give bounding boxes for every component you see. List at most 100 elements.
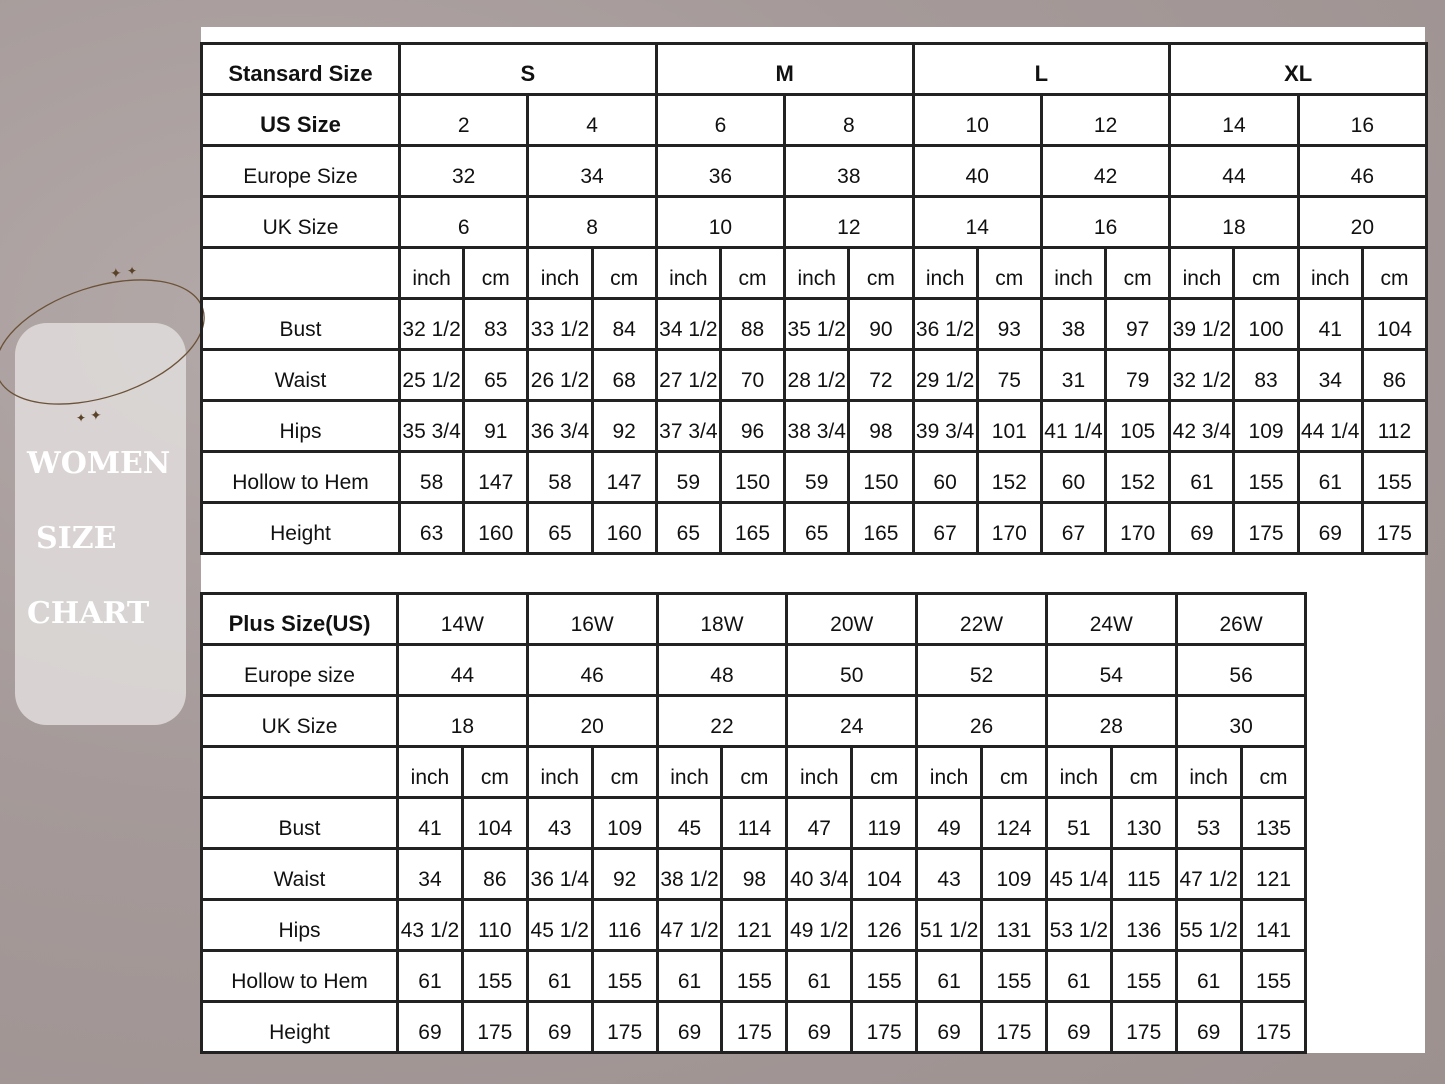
value-inch: 61 xyxy=(1168,450,1236,504)
value-cm: 147 xyxy=(462,450,530,504)
value-cm: 141 xyxy=(1239,898,1308,952)
measurement-label: Waist xyxy=(200,847,399,901)
side-panel xyxy=(15,323,186,725)
unit-cm: cm xyxy=(980,745,1048,799)
side-title-women: WOMEN xyxy=(27,446,171,481)
value-cm: 96 xyxy=(718,399,787,453)
measurement-row-hips: Hips 35 3/4 91 36 3/4 92 37 3/4 96 38 3/4 98 39 3… xyxy=(200,399,1429,453)
value-cm: 155 xyxy=(1232,450,1300,504)
measurement-row-height: Height 69 175 69 175 69 175 69 175 69 175 69 175 69 17… xyxy=(200,1000,1308,1054)
unit-cm: cm xyxy=(590,246,658,300)
unit-inch: inch xyxy=(654,246,722,300)
value-cm: 93 xyxy=(975,297,1043,351)
us-size-cell: 6 xyxy=(654,93,787,147)
value-inch: 53 1/2 xyxy=(1044,898,1113,952)
value-cm: 155 xyxy=(980,949,1048,1003)
value-cm: 104 xyxy=(1360,297,1429,351)
side-title-size: SIZE xyxy=(36,521,117,556)
value-inch: 69 xyxy=(1174,1000,1243,1054)
standard-size-table: Stansard Size S M L XL US Size 2 4 6 8 10 12 14 16 Eur… xyxy=(200,42,1429,555)
unit-cm: cm xyxy=(847,246,915,300)
value-inch: 35 1/2 xyxy=(783,297,851,351)
us-size-cell: 14W xyxy=(396,592,529,646)
value-inch: 34 xyxy=(396,847,464,901)
size-letter-L: L xyxy=(911,42,1172,96)
value-inch: 39 1/2 xyxy=(1168,297,1236,351)
value-inch: 47 xyxy=(785,796,854,850)
value-inch: 59 xyxy=(783,450,851,504)
value-cm: 109 xyxy=(980,847,1048,901)
europe-size-cell: 50 xyxy=(785,643,919,697)
unit-cm: cm xyxy=(1109,745,1178,799)
value-cm: 84 xyxy=(590,297,658,351)
value-inch: 61 xyxy=(1044,949,1113,1003)
measurement-row-hips: Hips 43 1/2 110 45 1/2 116 47 1/2 121 49 1/2 126… xyxy=(200,898,1308,952)
value-inch: 51 1/2 xyxy=(915,898,984,952)
europe-size-cell: 46 xyxy=(525,643,659,697)
value-cm: 115 xyxy=(1109,847,1178,901)
size-letter-M: M xyxy=(654,42,915,96)
side-title-chart: CHART xyxy=(27,596,150,631)
value-cm: 92 xyxy=(590,847,659,901)
unit-inch: inch xyxy=(397,246,466,300)
measurement-row-hollow-to-hem: Hollow to Hem 61 155 61 155 61 155 61 155 61 155 61… xyxy=(200,949,1308,1003)
value-cm: 155 xyxy=(1109,949,1178,1003)
value-inch: 65 xyxy=(526,501,594,555)
uk-size-cell: 28 xyxy=(1044,694,1178,748)
value-cm: 121 xyxy=(1239,847,1308,901)
us-size-cell: 16 xyxy=(1296,93,1429,147)
value-inch: 47 1/2 xyxy=(1174,847,1243,901)
value-inch: 35 3/4 xyxy=(397,399,466,453)
value-inch: 61 xyxy=(1174,949,1243,1003)
value-cm: 109 xyxy=(590,796,659,850)
value-cm: 83 xyxy=(1232,348,1300,402)
value-cm: 72 xyxy=(847,348,915,402)
value-inch: 61 xyxy=(655,949,724,1003)
value-cm: 86 xyxy=(460,847,529,901)
value-cm: 97 xyxy=(1104,297,1172,351)
us-size-cell: 22W xyxy=(915,592,1048,646)
value-cm: 155 xyxy=(590,949,659,1003)
value-cm: 83 xyxy=(462,297,530,351)
uk-size-cell: 30 xyxy=(1174,694,1308,748)
blank-cell xyxy=(200,246,401,300)
europe-size-cell: 46 xyxy=(1296,144,1429,198)
value-cm: 109 xyxy=(1232,399,1300,453)
value-inch: 69 xyxy=(655,1000,724,1054)
value-inch: 69 xyxy=(1168,501,1236,555)
europe-size-row: Europe size 44 46 48 50 52 54 56 xyxy=(200,643,1308,697)
value-cm: 160 xyxy=(462,501,530,555)
measurement-row-height: Height 63 160 65 160 65 165 65 165 67 170 67 170 69 17… xyxy=(200,501,1429,555)
value-cm: 70 xyxy=(718,348,787,402)
measurement-row-bust: Bust 41 104 43 109 45 114 47 119 49 124 51 130 53 135 xyxy=(200,796,1308,850)
row-header-label: US Size xyxy=(200,93,401,147)
unit-inch: inch xyxy=(915,745,984,799)
europe-size-cell: 56 xyxy=(1174,643,1308,697)
unit-cm: cm xyxy=(975,246,1043,300)
measurement-label: Hips xyxy=(200,399,401,453)
uk-size-cell: 24 xyxy=(785,694,919,748)
unit-inch: inch xyxy=(526,246,594,300)
us-size-cell: 4 xyxy=(526,93,658,147)
value-cm: 135 xyxy=(1239,796,1308,850)
value-cm: 175 xyxy=(980,1000,1048,1054)
value-inch: 36 1/2 xyxy=(911,297,979,351)
blank-cell xyxy=(200,745,399,799)
us-size-cell: 20W xyxy=(785,592,919,646)
row-header-label: UK Size xyxy=(200,195,401,249)
value-inch: 61 xyxy=(396,949,464,1003)
unit-cm: cm xyxy=(460,745,529,799)
value-cm: 86 xyxy=(1360,348,1429,402)
value-cm: 175 xyxy=(850,1000,919,1054)
unit-inch: inch xyxy=(1174,745,1243,799)
row-header-label: Europe Size xyxy=(200,144,401,198)
value-inch: 69 xyxy=(525,1000,594,1054)
value-inch: 26 1/2 xyxy=(526,348,594,402)
europe-size-row: Europe Size 32 34 36 38 40 42 44 46 xyxy=(200,144,1429,198)
row-header-label: UK Size xyxy=(200,694,399,748)
size-letter-XL: XL xyxy=(1168,42,1429,96)
value-cm: 130 xyxy=(1109,796,1178,850)
uk-size-cell: 14 xyxy=(911,195,1043,249)
value-cm: 116 xyxy=(590,898,659,952)
value-cm: 155 xyxy=(1360,450,1429,504)
